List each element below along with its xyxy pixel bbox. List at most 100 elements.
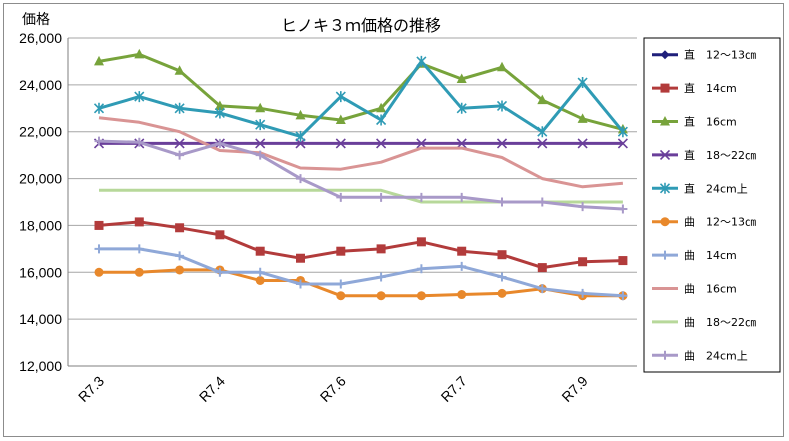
x-tick-label: R7.4 bbox=[196, 373, 228, 405]
data-point bbox=[295, 109, 306, 120]
data-point bbox=[416, 264, 426, 274]
data-point bbox=[537, 138, 548, 149]
data-point bbox=[618, 204, 628, 214]
legend-item: 直 16cm bbox=[652, 115, 737, 129]
data-point bbox=[416, 55, 427, 67]
y-tick-label: 16,000 bbox=[19, 264, 62, 280]
data-point bbox=[94, 136, 104, 146]
data-point bbox=[175, 150, 185, 160]
data-point bbox=[174, 102, 185, 114]
legend-label: 直 12～13㎝ bbox=[684, 48, 756, 62]
data-point bbox=[134, 137, 144, 147]
data-point bbox=[175, 265, 185, 275]
data-point bbox=[214, 100, 225, 110]
data-point bbox=[255, 102, 266, 113]
x-tick-label: R7.7 bbox=[438, 373, 470, 405]
data-point bbox=[617, 126, 628, 138]
legend-box bbox=[643, 37, 781, 373]
data-point bbox=[335, 91, 346, 103]
data-point bbox=[660, 116, 670, 126]
data-point bbox=[335, 138, 346, 149]
y-tick-label: 14,000 bbox=[19, 311, 62, 327]
data-point bbox=[456, 138, 467, 149]
data-point bbox=[376, 138, 387, 149]
legend-label: 曲 14cm bbox=[684, 249, 737, 262]
data-point bbox=[660, 250, 670, 260]
data-point bbox=[94, 267, 104, 277]
series bbox=[94, 48, 628, 134]
legend-item: 曲 24cm上 bbox=[652, 349, 748, 362]
data-point bbox=[578, 257, 588, 267]
data-point bbox=[537, 197, 547, 207]
data-point bbox=[134, 267, 144, 277]
data-point bbox=[336, 279, 346, 289]
legend-item: 曲 16cm bbox=[652, 283, 737, 296]
data-point bbox=[457, 261, 467, 271]
data-point bbox=[537, 263, 547, 273]
data-point bbox=[497, 197, 507, 207]
series bbox=[94, 217, 628, 273]
data-point bbox=[660, 217, 670, 227]
data-point bbox=[416, 237, 426, 247]
data-point bbox=[376, 102, 387, 113]
data-point bbox=[497, 272, 507, 282]
data-point bbox=[94, 244, 104, 254]
legend-item: 曲 12～13㎝ bbox=[652, 216, 756, 229]
data-point bbox=[93, 102, 105, 114]
data-point bbox=[618, 291, 628, 301]
legend-label: 直 16cm bbox=[684, 115, 737, 129]
data-point bbox=[134, 244, 144, 254]
data-point bbox=[416, 291, 426, 301]
data-point bbox=[497, 61, 507, 72]
data-point bbox=[456, 102, 467, 114]
data-point bbox=[537, 94, 548, 105]
legend-label: 直 24cm上 bbox=[684, 181, 748, 195]
data-point bbox=[578, 202, 588, 212]
data-point bbox=[376, 291, 386, 301]
data-point bbox=[255, 267, 265, 277]
data-point bbox=[174, 138, 185, 149]
data-point bbox=[296, 253, 305, 263]
legend-item: 曲 18～22㎝ bbox=[652, 316, 756, 329]
y-tick-label: 24,000 bbox=[19, 77, 62, 93]
data-point bbox=[577, 113, 588, 123]
data-point bbox=[496, 100, 508, 112]
data-point bbox=[255, 246, 265, 256]
data-point bbox=[134, 91, 145, 103]
data-point bbox=[296, 174, 305, 184]
data-point bbox=[456, 73, 467, 83]
series bbox=[98, 116, 624, 189]
data-point bbox=[335, 114, 346, 124]
data-point bbox=[496, 138, 508, 149]
data-point bbox=[659, 149, 671, 160]
data-point bbox=[336, 246, 346, 256]
data-point bbox=[376, 244, 386, 254]
data-point bbox=[215, 230, 225, 240]
legend-label: 曲 18～22㎝ bbox=[684, 316, 756, 329]
legend-label: 曲 24cm上 bbox=[684, 349, 748, 362]
series-line bbox=[98, 116, 624, 189]
data-point bbox=[214, 107, 225, 119]
data-point bbox=[457, 290, 467, 300]
data-point bbox=[618, 256, 628, 266]
series bbox=[93, 138, 628, 149]
y-axis-label: 価格 bbox=[22, 12, 50, 28]
chart-title: ヒノキ３ｍ価格の推移 bbox=[281, 16, 441, 35]
legend-label: 曲 12～13㎝ bbox=[684, 216, 756, 229]
legend-item: 直 18～22㎝ bbox=[652, 148, 756, 162]
data-point bbox=[175, 251, 185, 261]
data-point bbox=[577, 138, 588, 149]
data-point bbox=[537, 284, 547, 294]
data-point bbox=[94, 220, 104, 230]
legend-item: 直 12～13㎝ bbox=[652, 48, 756, 62]
data-point bbox=[215, 138, 225, 148]
chart-frame: ヒノキ３ｍ価格の推移 価格 12,000 14,000 16,000 18,000 20… bbox=[3, 3, 784, 437]
data-point bbox=[416, 138, 427, 149]
chart: ヒノキ３ｍ価格の推移 価格 12,000 14,000 16,000 18,000 20… bbox=[19, 12, 781, 405]
series bbox=[94, 136, 628, 214]
legend-item: 直 24cm上 bbox=[652, 181, 748, 195]
y-tick-label: 12,000 bbox=[19, 358, 62, 374]
data-point bbox=[134, 48, 145, 59]
data-point bbox=[617, 138, 628, 149]
